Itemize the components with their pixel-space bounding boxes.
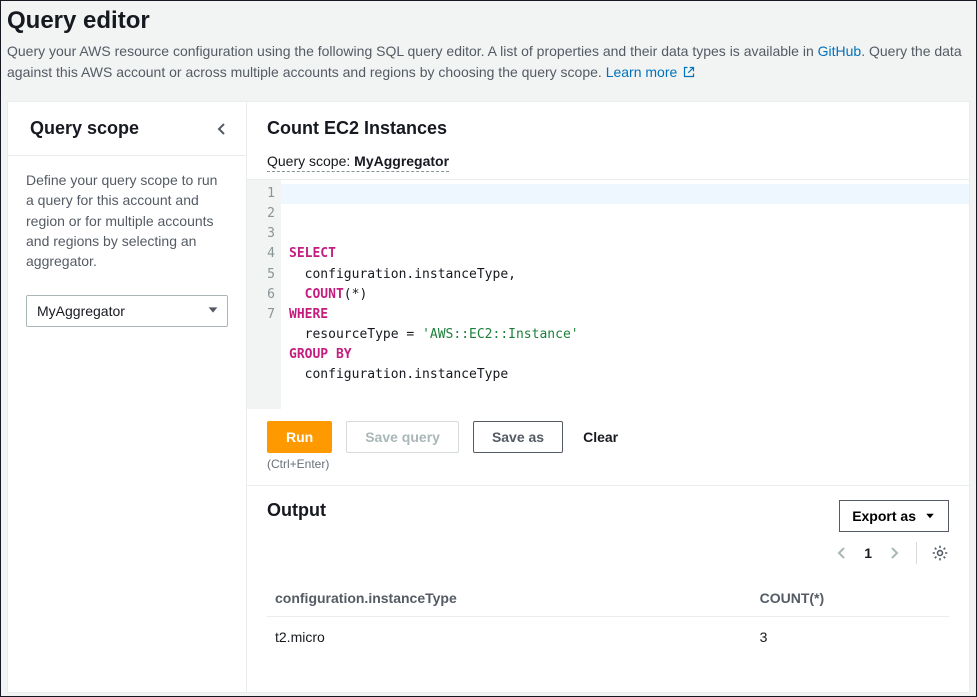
table-header: configuration.instanceType (267, 580, 752, 617)
page-next-icon[interactable] (886, 545, 902, 561)
save-query-button: Save query (346, 421, 459, 453)
collapse-sidebar-icon[interactable] (214, 121, 230, 137)
sidebar-description: Define your query scope to run a query f… (26, 170, 228, 271)
page-subtitle: Query your AWS resource configuration us… (7, 41, 964, 83)
external-link-icon (683, 66, 695, 78)
editor-code[interactable]: SELECT configuration.instanceType, COUNT… (281, 180, 969, 409)
pager: 1 (267, 542, 949, 564)
sidebar-title: Query scope (30, 118, 139, 139)
output-title: Output (267, 500, 326, 521)
sql-editor[interactable]: 1234567 SELECT configuration.instanceTyp… (247, 179, 969, 409)
clear-button[interactable]: Clear (577, 421, 624, 453)
export-as-button[interactable]: Export as (839, 500, 949, 532)
output-section: Output Export as 1 configuration.instanc… (247, 485, 969, 657)
sidebar-header: Query scope (8, 102, 246, 156)
table-row: t2.micro3 (267, 617, 949, 658)
active-line-highlight (281, 184, 969, 204)
page-number: 1 (864, 545, 872, 561)
divider (916, 542, 917, 564)
aggregator-select[interactable]: MyAggregator (26, 295, 228, 327)
save-as-button[interactable]: Save as (473, 421, 563, 453)
query-title: Count EC2 Instances (267, 118, 949, 139)
run-button[interactable]: Run (267, 421, 332, 453)
subtitle-text-pre: Query your AWS resource configuration us… (7, 43, 818, 59)
page-prev-icon[interactable] (834, 545, 850, 561)
run-shortcut-hint: (Ctrl+Enter) (247, 455, 969, 485)
query-scope-indicator: Query scope: MyAggregator (267, 153, 449, 172)
results-table: configuration.instanceTypeCOUNT(*) t2.mi… (267, 580, 949, 657)
settings-icon[interactable] (931, 544, 949, 562)
editor-gutter: 1234567 (247, 180, 281, 409)
learn-more-link[interactable]: Learn more (606, 64, 695, 80)
aggregator-select-value: MyAggregator (37, 303, 125, 319)
caret-down-icon (924, 510, 936, 522)
page-title: Query editor (7, 7, 964, 35)
github-link[interactable]: GitHub (818, 43, 862, 59)
main-layout: Query scope Define your query scope to r… (7, 101, 970, 693)
main-panel: Count EC2 Instances Query scope: MyAggre… (247, 102, 969, 692)
table-header: COUNT(*) (752, 580, 949, 617)
sidebar: Query scope Define your query scope to r… (8, 102, 247, 692)
